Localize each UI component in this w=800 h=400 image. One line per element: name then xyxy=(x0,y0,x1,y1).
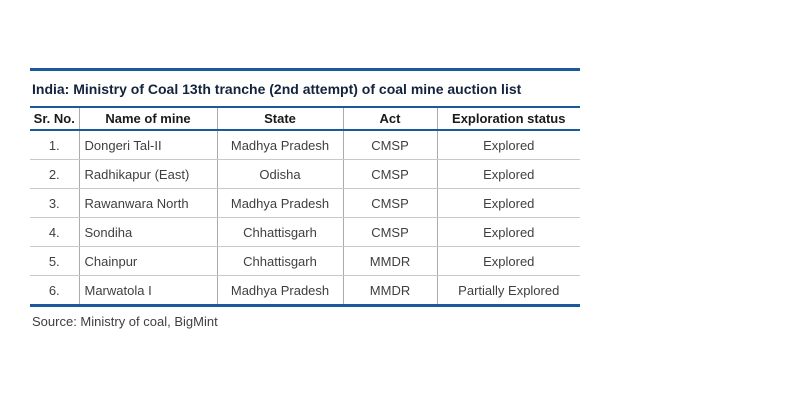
cell-state: Madhya Pradesh xyxy=(217,188,344,218)
cell-sr-no: 5. xyxy=(30,246,80,276)
cell-state: Madhya Pradesh xyxy=(217,130,344,160)
cell-sr-no: 1. xyxy=(30,130,80,160)
cell-mine-name: Chainpur xyxy=(79,246,218,276)
cell-mine-name: Dongeri Tal-II xyxy=(79,130,218,160)
title-divider-rule xyxy=(30,106,580,108)
col-header-sr-no: Sr. No. xyxy=(30,108,80,131)
cell-exploration-status: Explored xyxy=(437,217,580,247)
cell-exploration-status: Explored xyxy=(437,159,580,189)
cell-exploration-status: Explored xyxy=(437,188,580,218)
auction-table: Sr. No. Name of mine State Act Explorati… xyxy=(30,108,580,304)
cell-exploration-status: Explored xyxy=(437,246,580,276)
cell-exploration-status: Explored xyxy=(437,130,580,160)
top-rule xyxy=(30,68,580,71)
coal-auction-figure: India: Ministry of Coal 13th tranche (2n… xyxy=(30,68,580,329)
cell-act: MMDR xyxy=(343,275,438,304)
col-header-name-of-mine: Name of mine xyxy=(79,108,218,131)
cell-sr-no: 6. xyxy=(30,275,80,304)
cell-mine-name: Marwatola I xyxy=(79,275,218,304)
table-row: 6. Marwatola I Madhya Pradesh MMDR Parti… xyxy=(30,275,580,304)
cell-mine-name: Sondiha xyxy=(79,217,218,247)
cell-state: Madhya Pradesh xyxy=(217,275,344,304)
cell-act: CMSP xyxy=(343,159,438,189)
table-row: 2. Radhikapur (East) Odisha CMSP Explore… xyxy=(30,159,580,189)
cell-act: CMSP xyxy=(343,130,438,160)
cell-state: Chhattisgarh xyxy=(217,217,344,247)
cell-mine-name: Rawanwara North xyxy=(79,188,218,218)
cell-act: CMSP xyxy=(343,217,438,247)
table-row: 4. Sondiha Chhattisgarh CMSP Explored xyxy=(30,217,580,247)
col-header-exploration-status: Exploration status xyxy=(437,108,580,131)
col-header-state: State xyxy=(217,108,344,131)
source-note: Source: Ministry of coal, BigMint xyxy=(32,314,218,329)
bottom-rule xyxy=(30,304,580,307)
cell-sr-no: 4. xyxy=(30,217,80,247)
table-row: 5. Chainpur Chhattisgarh MMDR Explored xyxy=(30,246,580,276)
table-row: 3. Rawanwara North Madhya Pradesh CMSP E… xyxy=(30,188,580,218)
col-header-act: Act xyxy=(343,108,438,131)
cell-mine-name: Radhikapur (East) xyxy=(79,159,218,189)
cell-exploration-status: Partially Explored xyxy=(458,282,560,298)
cell-sr-no: 3. xyxy=(30,188,80,218)
cell-act: MMDR xyxy=(343,246,438,276)
cell-state: Odisha xyxy=(217,159,344,189)
header-row: Sr. No. Name of mine State Act Explorati… xyxy=(30,108,580,131)
cell-sr-no: 2. xyxy=(30,159,80,189)
cell-state: Chhattisgarh xyxy=(217,246,344,276)
figure-title: India: Ministry of Coal 13th tranche (2n… xyxy=(32,81,522,97)
table-row: 1. Dongeri Tal-II Madhya Pradesh CMSP Ex… xyxy=(30,130,580,160)
cell-act: CMSP xyxy=(343,188,438,218)
